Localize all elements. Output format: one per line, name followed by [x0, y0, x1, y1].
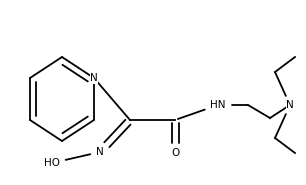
Text: N: N — [90, 73, 98, 83]
Text: N: N — [286, 100, 294, 110]
Text: HN: HN — [210, 100, 226, 110]
Text: N: N — [96, 147, 104, 157]
Text: O: O — [171, 148, 179, 158]
Text: HO: HO — [44, 158, 60, 168]
